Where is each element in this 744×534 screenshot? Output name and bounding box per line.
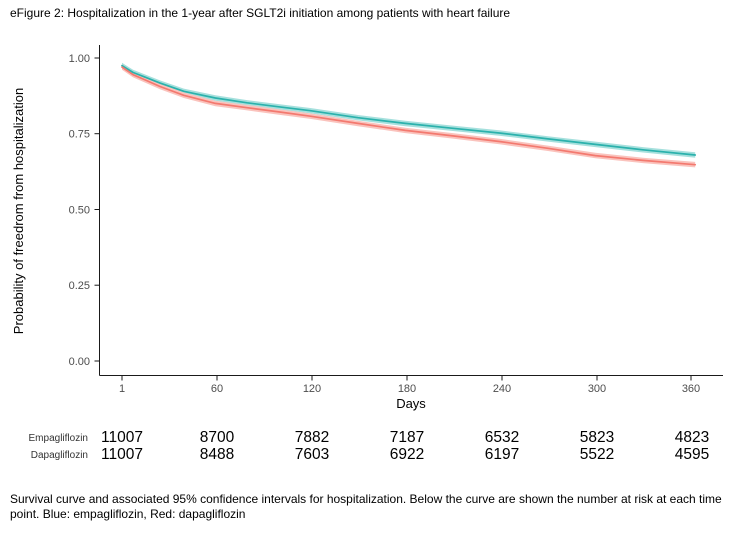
y-axis: 1.00 0.75 0.50 0.25 0.00: [69, 45, 100, 376]
risk-value: 8488: [199, 446, 235, 463]
figure-caption: Survival curve and associated 95% confid…: [10, 492, 722, 522]
empagliflozin-curve: [121, 64, 697, 156]
risk-value: 7882: [294, 429, 330, 446]
x-tick-label: 180: [398, 383, 416, 395]
x-tick-label: 360: [682, 383, 700, 395]
y-tick-label: 0.00: [69, 356, 90, 368]
risk-value: 6197: [484, 446, 520, 463]
risk-value: 4823: [674, 429, 710, 446]
y-tick-label: 0.25: [69, 280, 90, 292]
risk-row-label-dapagliflozin: Dapagliflozin: [30, 450, 88, 461]
y-tick-label: 0.50: [69, 205, 90, 217]
dapagliflozin-curve: [121, 66, 697, 166]
y-tick-label: 0.75: [69, 129, 90, 141]
x-tick-label: 60: [211, 383, 223, 395]
y-axis-title: Probability of freedrom from hospitaliza…: [11, 88, 26, 334]
y-tick-label: 1.00: [69, 53, 90, 65]
risk-value: 4595: [674, 446, 710, 463]
x-axis: 1 60 120 180 240 300 360: [99, 375, 723, 395]
risk-value: 11007: [101, 429, 143, 446]
x-tick-label: 300: [588, 383, 606, 395]
figure-title: eFigure 2: Hospitalization in the 1-year…: [10, 6, 511, 20]
x-tick-label: 1: [119, 383, 125, 395]
risk-value: 5823: [579, 429, 615, 446]
risk-value: 11007: [101, 446, 143, 463]
risk-value: 7187: [389, 429, 425, 446]
risk-value: 8700: [199, 429, 235, 446]
dapagliflozin-ci-band: [122, 64, 696, 168]
risk-value: 5522: [579, 446, 615, 463]
x-tick-label: 240: [493, 383, 511, 395]
survival-plot: 1.00 0.75 0.50 0.25 0.00 1 60 120 180 24…: [11, 45, 723, 411]
x-tick-label: 120: [303, 383, 321, 395]
risk-value: 6532: [484, 429, 520, 446]
x-axis-title: Days: [396, 396, 426, 411]
risk-row-label-empagliflozin: Empagliflozin: [28, 433, 88, 444]
empagliflozin-ci-band: [122, 62, 696, 158]
risk-value: 6922: [389, 446, 425, 463]
risk-value: 7603: [294, 446, 330, 463]
